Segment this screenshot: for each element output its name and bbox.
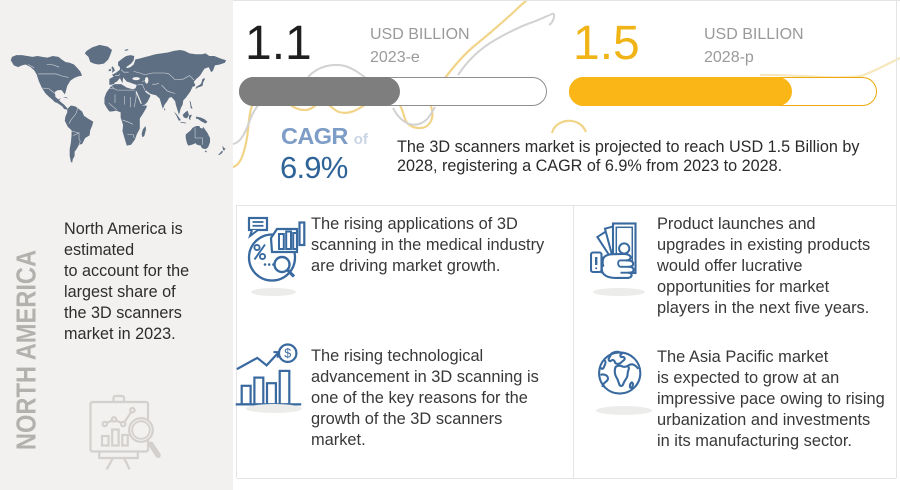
svg-text:$: $ [284,347,291,361]
